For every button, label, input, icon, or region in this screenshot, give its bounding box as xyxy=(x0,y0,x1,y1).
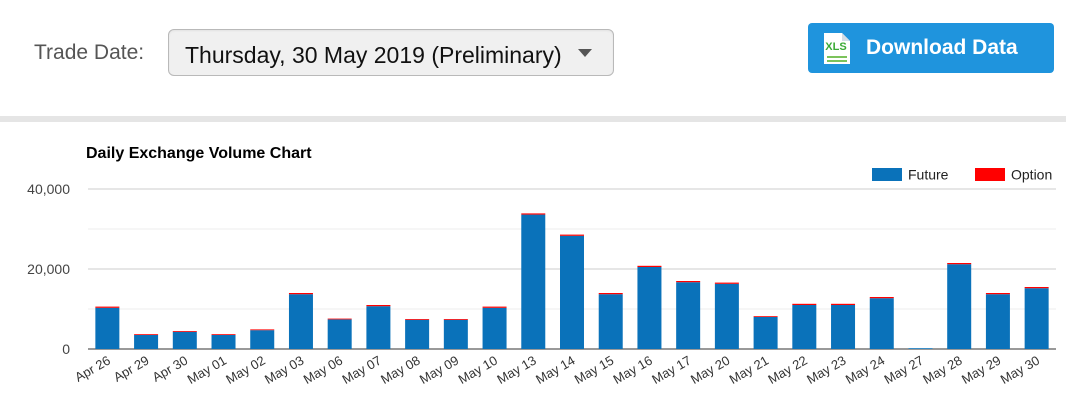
x-tick-label: May 22 xyxy=(765,353,809,387)
legend-label-option: Option xyxy=(1011,167,1052,183)
x-tick-label: May 14 xyxy=(533,353,577,387)
x-tick-label: Apr 26 xyxy=(72,353,113,385)
x-tick-label: May 24 xyxy=(843,353,887,387)
bar-option xyxy=(753,316,778,317)
bar-future xyxy=(95,307,120,349)
x-tick-label: Apr 29 xyxy=(111,353,152,385)
bar-option xyxy=(95,306,120,308)
x-tick-label: May 30 xyxy=(998,353,1042,387)
x-tick-label: May 09 xyxy=(417,353,461,387)
bar-option xyxy=(676,281,701,283)
chevron-down-icon[interactable] xyxy=(578,49,592,57)
bar-option xyxy=(792,303,817,305)
x-tick-label: May 27 xyxy=(882,353,926,387)
bar-option xyxy=(560,234,584,236)
bar-option xyxy=(521,213,546,215)
section-divider xyxy=(0,116,1066,122)
bar-future xyxy=(482,307,507,349)
chart-legend: Future Option xyxy=(872,167,1052,183)
chart-title: Daily Exchange Volume Chart xyxy=(86,145,312,162)
trade-date-value: Thursday, 30 May 2019 (Preliminary) xyxy=(185,42,562,68)
bar-future xyxy=(288,294,313,349)
bar-future xyxy=(560,235,584,349)
x-tick-label: Apr 30 xyxy=(150,353,191,385)
y-tick-label: 20,000 xyxy=(27,261,70,277)
legend-label-future: Future xyxy=(908,167,949,183)
x-tick-label: May 06 xyxy=(301,353,345,387)
trade-date-label: Trade Date: xyxy=(34,41,145,64)
x-tick-label: May 17 xyxy=(649,353,693,387)
bar-option xyxy=(250,329,275,331)
bar-future xyxy=(211,335,236,349)
bar-option xyxy=(598,293,623,295)
y-tick-label: 0 xyxy=(62,341,70,357)
bar-option xyxy=(172,331,197,332)
bar-future xyxy=(869,298,894,349)
xls-icon-text: XLS xyxy=(825,41,846,53)
x-tick-label: May 23 xyxy=(804,353,848,387)
bar-future xyxy=(327,319,352,349)
bar-future xyxy=(598,294,623,349)
daily-volume-chart: Daily Exchange Volume Chart 0 20,000 40,00… xyxy=(27,145,1056,387)
x-tick-label: May 13 xyxy=(494,353,538,387)
bar-option xyxy=(637,265,662,267)
bar-future xyxy=(405,319,430,349)
trade-date-select[interactable]: Thursday, 30 May 2019 (Preliminary) xyxy=(168,29,614,76)
xls-file-icon: XLS xyxy=(824,33,850,64)
y-tick-label: 40,000 xyxy=(27,181,70,197)
x-tick-label: May 08 xyxy=(378,353,422,387)
x-tick-label: May 03 xyxy=(262,353,306,387)
bar-future xyxy=(753,317,778,349)
x-tick-label: May 28 xyxy=(920,353,964,387)
bar-option xyxy=(714,282,739,284)
bar-option xyxy=(211,334,236,335)
bar-option xyxy=(869,297,894,299)
bar-option xyxy=(1024,287,1049,289)
bar-option xyxy=(134,334,159,335)
bar-future xyxy=(947,264,972,349)
x-tick-label: May 21 xyxy=(727,353,771,387)
legend-swatch-future xyxy=(872,168,902,181)
x-tick-label: May 15 xyxy=(572,353,616,387)
bar-option xyxy=(366,305,391,307)
bar-future xyxy=(172,331,197,349)
bar-option xyxy=(947,263,972,265)
bar-option xyxy=(405,319,430,320)
download-data-button[interactable]: XLS Download Data xyxy=(808,23,1054,73)
bar-future xyxy=(637,267,662,349)
chart-bars xyxy=(95,213,1049,349)
x-tick-label: May 20 xyxy=(688,353,732,387)
bar-future xyxy=(714,283,739,349)
bar-option xyxy=(831,303,856,305)
download-data-label: Download Data xyxy=(866,36,1018,59)
bar-future xyxy=(985,294,1010,349)
legend-swatch-option xyxy=(975,168,1005,181)
bar-future xyxy=(443,319,468,349)
x-tick-label: May 02 xyxy=(223,353,267,387)
bar-future xyxy=(676,282,701,349)
toolbar: Trade Date: Thursday, 30 May 2019 (Preli… xyxy=(0,0,1066,115)
bar-option xyxy=(443,319,468,320)
x-tick-label: May 10 xyxy=(456,353,500,387)
x-tick-label: May 16 xyxy=(611,353,655,387)
bar-future xyxy=(831,305,856,349)
bar-future xyxy=(521,214,546,349)
bar-option xyxy=(327,318,352,320)
bar-option xyxy=(288,293,313,295)
bar-future xyxy=(908,348,933,349)
x-tick-label: May 01 xyxy=(185,353,229,387)
x-tick-label: May 29 xyxy=(959,353,1003,387)
bar-future xyxy=(792,305,817,349)
bar-future xyxy=(366,306,391,349)
bar-option xyxy=(482,306,507,308)
bar-option xyxy=(985,293,1010,295)
bar-future xyxy=(1024,288,1049,349)
y-axis: 0 20,000 40,000 xyxy=(27,181,70,357)
x-tick-label: May 07 xyxy=(339,353,383,387)
bar-future xyxy=(250,330,275,349)
bar-future xyxy=(134,335,159,349)
